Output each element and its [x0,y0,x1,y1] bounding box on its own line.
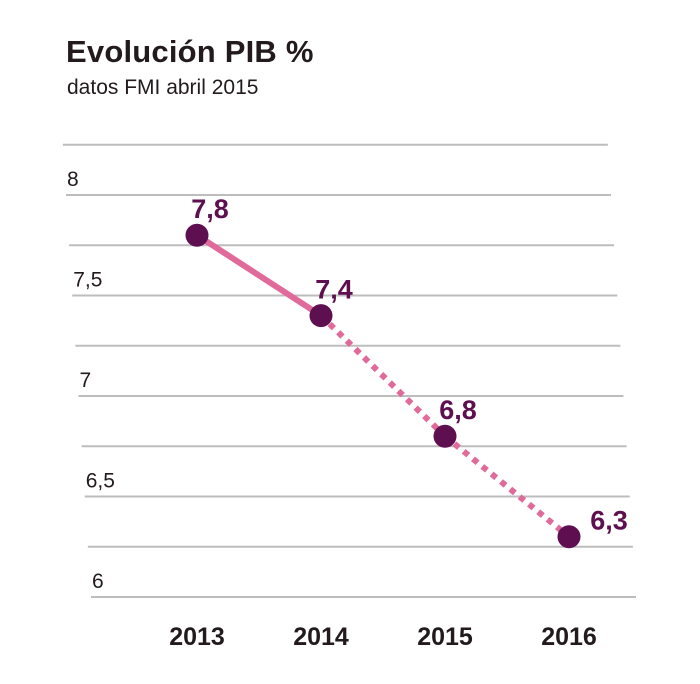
data-point [309,304,333,328]
x-tick-label: 2015 [417,623,473,651]
series-segment [195,232,323,319]
series-segment [318,313,448,439]
chart-subtitle: datos FMI abril 2015 [67,76,259,99]
chart-title: Evolución PIB % [66,34,314,69]
x-axis-ticks: 2013 2014 2015 2016 [169,623,597,651]
data-point [557,525,581,549]
x-tick-label: 2013 [169,623,225,651]
data-label: 6,3 [590,506,628,536]
grid-lines [62,143,636,598]
x-tick-label: 2016 [541,623,597,651]
data-label: 6,8 [439,395,477,425]
data-label: 7,4 [315,275,353,305]
y-axis-ticks: 8 7,5 7 6,5 6 [67,168,115,593]
data-point [185,223,209,247]
series-line [195,232,571,540]
y-tick-label: 8 [67,168,79,191]
data-label: 7,8 [191,194,229,224]
data-labels: 7,8 7,4 6,8 6,3 [191,194,628,536]
data-point [433,424,457,448]
data-points [185,223,581,549]
x-tick-label: 2014 [293,623,349,651]
y-tick-label: 7,5 [73,269,102,292]
y-tick-label: 6 [92,570,104,593]
y-tick-label: 6,5 [86,470,115,493]
series-segment [443,433,571,540]
y-tick-label: 7 [80,369,92,392]
